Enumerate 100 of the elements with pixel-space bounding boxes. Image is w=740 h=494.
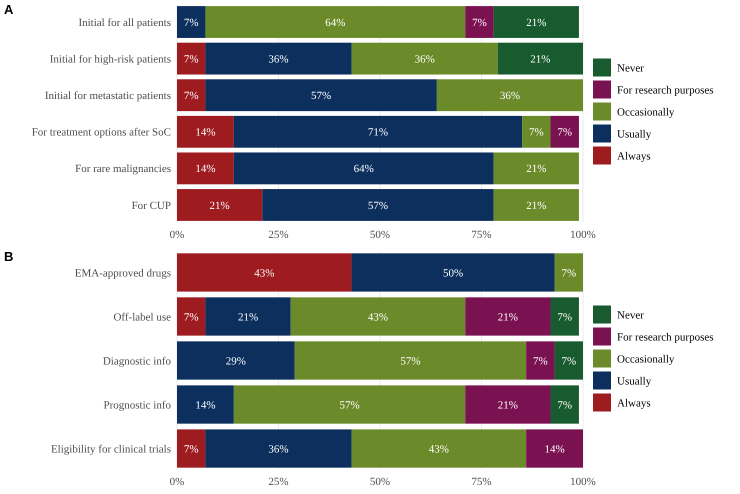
legend-label: For research purposes — [617, 84, 714, 96]
bar — [526, 341, 555, 380]
bar — [234, 116, 522, 148]
bar — [177, 429, 206, 468]
legend-label: Never — [617, 309, 644, 322]
data-label: 64% — [354, 163, 374, 176]
bar — [498, 42, 583, 75]
y-tick-label: Initial for metastatic patients — [44, 90, 171, 102]
y-tick-label: EMA-approved drugs — [74, 267, 171, 280]
x-tick-label: 100% — [570, 229, 596, 241]
data-label: 7% — [561, 267, 576, 280]
bar — [177, 341, 295, 380]
x-tick-label: 0% — [170, 229, 184, 241]
data-label: 7% — [561, 355, 576, 368]
legend-label: Usually — [617, 128, 652, 140]
data-label: 57% — [400, 355, 421, 368]
data-label: 14% — [544, 443, 565, 456]
x-tick-label: 50% — [370, 229, 390, 241]
data-label: 21% — [210, 200, 230, 212]
bar — [550, 385, 579, 424]
data-label: 7% — [557, 126, 572, 139]
data-label: 21% — [498, 311, 518, 324]
data-label: 7% — [184, 443, 199, 456]
data-label: 21% — [530, 53, 550, 66]
bar — [177, 79, 206, 112]
data-label: 50% — [442, 267, 464, 280]
legend-label: Always — [617, 397, 651, 410]
bar — [494, 189, 579, 221]
data-label: 7% — [533, 355, 548, 368]
bar — [465, 385, 551, 424]
bar — [234, 152, 494, 184]
bar — [177, 6, 206, 38]
data-label: 21% — [526, 200, 546, 212]
bar — [352, 429, 526, 468]
bar — [522, 116, 551, 148]
bar — [352, 253, 555, 292]
legend-label: Occasionally — [617, 106, 675, 118]
data-label: 21% — [498, 399, 518, 412]
x-tick-label: 100% — [570, 476, 596, 488]
x-tick-label: 25% — [268, 476, 289, 488]
data-label: 7% — [557, 399, 572, 412]
data-label: 29% — [226, 355, 246, 368]
legend-label: Never — [617, 62, 644, 74]
bar — [494, 152, 579, 184]
y-tick-label: For treatment options after SoC — [32, 126, 171, 139]
data-label: 7% — [184, 53, 199, 66]
bar — [494, 6, 579, 38]
data-label: 21% — [238, 311, 258, 324]
bar — [290, 297, 466, 336]
y-tick-label: For rare malignancies — [75, 163, 171, 176]
bar — [526, 429, 583, 468]
legend-label: Usually — [617, 375, 652, 388]
bar — [294, 341, 526, 380]
y-tick-label: Prognostic info — [103, 399, 172, 412]
x-tick-label: 75% — [471, 229, 492, 241]
data-label: 57% — [311, 90, 332, 102]
data-label: 43% — [428, 443, 449, 456]
bar — [262, 189, 494, 221]
bar — [205, 42, 352, 75]
data-label: 7% — [184, 16, 199, 29]
x-tick-label: 25% — [268, 229, 289, 241]
bar — [550, 116, 579, 148]
x-tick-label: 50% — [370, 476, 390, 488]
legend-label: Occasionally — [617, 353, 675, 366]
data-label: 7% — [184, 90, 199, 102]
bar — [352, 42, 498, 75]
y-tick-label: Initial for all patients — [78, 16, 171, 29]
bar — [234, 385, 466, 424]
bar — [205, 429, 352, 468]
bar — [465, 6, 494, 38]
data-label: 57% — [368, 200, 388, 212]
x-tick-label: 0% — [170, 476, 184, 488]
y-tick-label: Initial for high-risk patients — [50, 53, 171, 66]
bar — [177, 152, 234, 184]
bar — [177, 42, 206, 75]
bar — [177, 253, 352, 292]
bar — [554, 253, 583, 292]
y-tick-label: Off-label use — [113, 311, 172, 324]
legend-label: Always — [617, 150, 651, 162]
legend-label: For research purposes — [617, 331, 714, 344]
bar — [177, 385, 234, 424]
bar — [177, 297, 206, 336]
data-label: 43% — [368, 311, 388, 324]
bar — [554, 341, 583, 380]
data-label: 14% — [195, 126, 216, 139]
data-label: 7% — [184, 311, 199, 324]
x-tick-label: 75% — [471, 476, 492, 488]
text: A — [4, 2, 14, 17]
data-label: 7% — [557, 311, 572, 324]
bar — [177, 116, 234, 148]
bar — [177, 189, 262, 221]
data-label: 7% — [472, 16, 487, 29]
bar — [205, 6, 466, 38]
bar — [205, 79, 437, 112]
y-tick-label: Diagnostic info — [102, 355, 172, 368]
data-label: 36% — [268, 443, 289, 456]
y-tick-label: For CUP — [132, 200, 171, 212]
data-label: 36% — [268, 53, 289, 66]
data-label: 64% — [325, 16, 346, 29]
bar — [205, 297, 291, 336]
